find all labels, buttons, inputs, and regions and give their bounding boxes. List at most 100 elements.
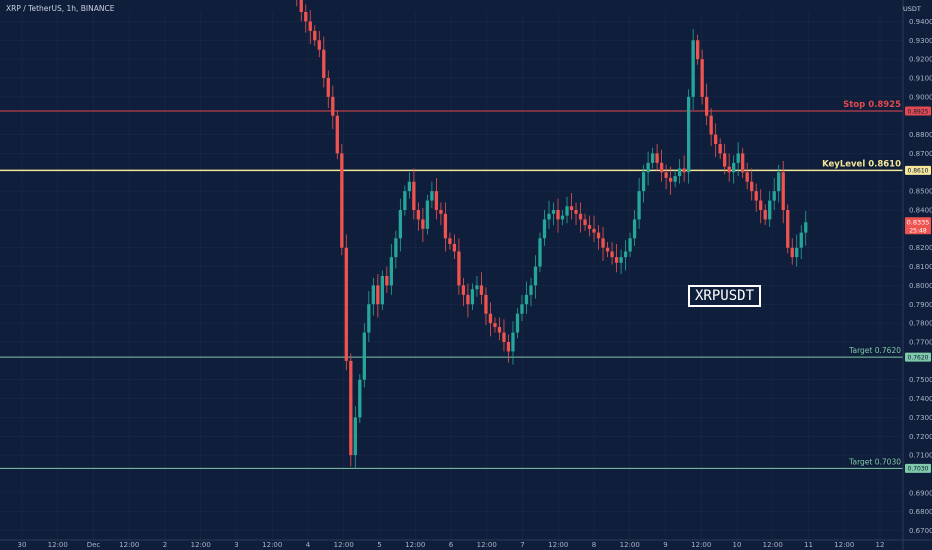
current-price-tag (905, 217, 931, 235)
price-tick-label: 0.8800 (909, 131, 932, 139)
currency-label: USDT (903, 5, 921, 13)
time-tick-label: 4 (306, 541, 311, 549)
candle-body (524, 294, 529, 305)
time-tick-label: 9 (663, 541, 667, 549)
candle-body (569, 206, 574, 210)
candle-body (434, 191, 439, 210)
time-tick-label: 5 (377, 541, 381, 549)
price-tick-label: 0.7500 (909, 376, 932, 384)
time-tick-label: 12:00 (477, 541, 497, 549)
candle-body (412, 181, 416, 210)
candle-body (502, 332, 506, 342)
candle-body (605, 247, 610, 252)
level-price-tag (905, 352, 931, 362)
candle-body (376, 285, 380, 305)
price-tick-label: 0.7800 (909, 320, 932, 328)
time-tick-label: 11 (804, 541, 813, 549)
candle-body (506, 342, 511, 352)
candle-body (389, 257, 393, 286)
candle-body (714, 134, 718, 144)
candle-body (335, 115, 339, 154)
price-tick-label: 0.9100 (909, 75, 932, 83)
candle-body (439, 210, 443, 214)
time-tick-label: 6 (449, 541, 454, 549)
candle-body (326, 78, 330, 97)
candle-body (475, 285, 479, 290)
price-tick-label: 0.6900 (909, 489, 932, 497)
candle-body (394, 238, 398, 258)
candle-body (529, 285, 533, 295)
candle-body (628, 238, 632, 252)
candle-body (736, 153, 740, 163)
price-tick-label: 0.8100 (909, 263, 932, 271)
candle-body (484, 294, 488, 314)
candle-body (596, 232, 601, 239)
candle-body (349, 360, 353, 456)
candle-body (542, 219, 547, 239)
candle-body (367, 304, 371, 333)
candle-body (430, 191, 434, 201)
current-price-value: 0.8335 (907, 218, 930, 226)
candle-body (659, 162, 664, 173)
candle-body (664, 172, 668, 178)
price-tick-label: 0.6700 (909, 527, 932, 535)
time-tick-label: 3 (234, 541, 238, 549)
candle-body (331, 96, 335, 116)
candle-body (641, 172, 646, 192)
candle-body (763, 210, 767, 220)
price-tick-label: 0.9000 (909, 93, 932, 101)
candle-body (317, 40, 321, 50)
time-tick-label: 12:00 (620, 541, 640, 549)
candle-body (322, 49, 326, 78)
level-price-tag-text: 0.7030 (908, 466, 929, 473)
candle-body (578, 213, 583, 220)
candle-body (385, 276, 389, 286)
candle-body (466, 294, 470, 305)
candle-body (353, 417, 357, 456)
price-tick-label: 0.9300 (909, 37, 932, 45)
candle-body (650, 153, 655, 163)
price-tick-label: 0.7200 (909, 433, 932, 441)
candle-body (677, 168, 682, 177)
time-tick-label: 12:00 (191, 541, 211, 549)
level-label: Stop 0.8925 (843, 100, 901, 110)
candle-body (448, 238, 452, 244)
time-tick-label: 7 (520, 541, 524, 549)
level-price-tag (905, 463, 931, 473)
bar-countdown: 25:48 (909, 227, 926, 234)
candle-body (488, 313, 493, 324)
candle-body (718, 144, 722, 154)
candle-body (614, 257, 619, 263)
candle-body (560, 215, 565, 220)
candle-body (655, 153, 659, 163)
candle-body (556, 210, 560, 220)
time-tick-label: 12:00 (334, 541, 354, 549)
price-axis[interactable]: 0.9400 0.9300 0.9200 0.9100 0.9000 0.8800 0.87… (902, 0, 932, 550)
levels-layer: Stop 0.8925 KeyLevel 0.8610 Target 0.7620 T… (0, 100, 903, 469)
price-tick-label: 0.6800 (909, 508, 932, 516)
candle-body (727, 166, 731, 173)
price-tick-label: 0.9400 (909, 18, 932, 26)
level-price-tag (905, 165, 931, 175)
candle-body (407, 181, 412, 192)
candle-body (520, 304, 524, 314)
candle-body (592, 228, 596, 233)
time-axis[interactable]: 30 12:00 Dec 12:00 2 12:00 3 12:00 4 12:00 5 12:00 6… (0, 539, 932, 549)
price-tick-label: 0.7700 (909, 339, 932, 347)
candle-body (299, 0, 303, 12)
time-tick-label: 12:00 (548, 541, 568, 549)
candle-body (533, 266, 538, 286)
price-axis-bg (903, 0, 932, 550)
candle-body (632, 219, 637, 239)
candle-body (587, 225, 592, 229)
level-price-tag-text: 0.8610 (908, 168, 929, 175)
level-price-tag (905, 106, 931, 116)
candle-body (754, 191, 758, 201)
level-label: Target 0.7030 (848, 457, 901, 466)
time-tick-label: 8 (592, 541, 596, 549)
candle-body (308, 21, 312, 31)
time-tick-label: Dec (87, 541, 101, 549)
candle-body (511, 332, 515, 352)
